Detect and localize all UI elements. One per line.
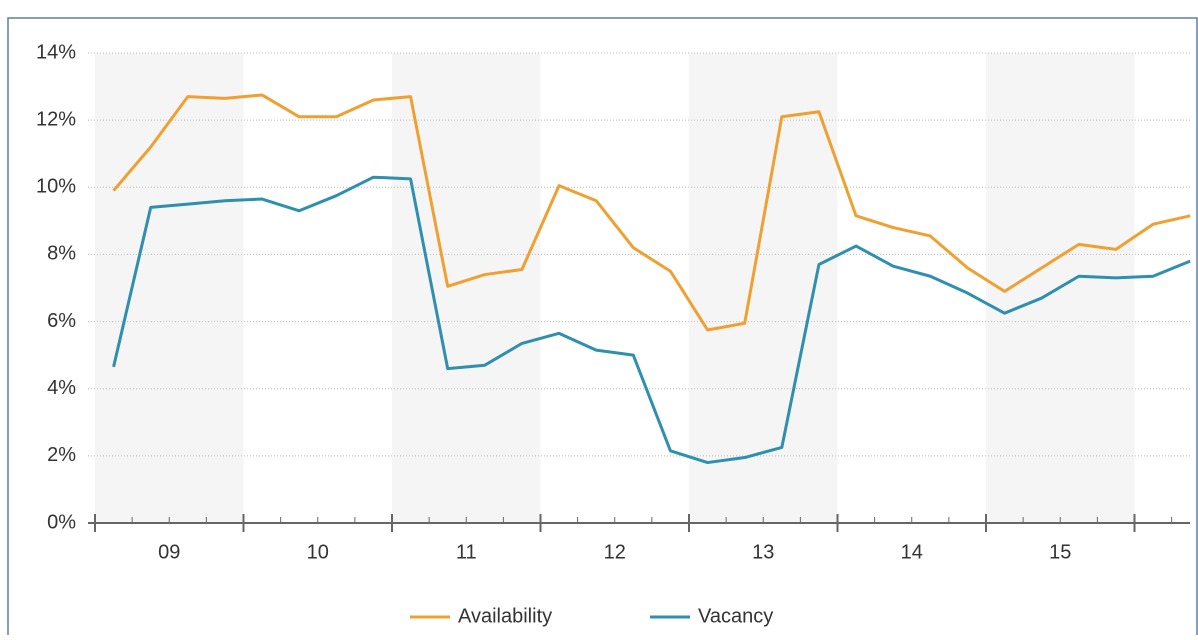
y-tick-label: 4% — [47, 377, 76, 399]
legend-label: Availability — [458, 605, 552, 627]
y-tick-label: 2% — [47, 444, 76, 466]
x-tick-label: 13 — [752, 541, 774, 563]
y-tick-label: 0% — [47, 511, 76, 533]
x-tick-label: 14 — [901, 541, 923, 563]
x-tick-label: 11 — [456, 541, 477, 563]
x-tick-label: 15 — [1049, 541, 1071, 563]
y-tick-label: 10% — [36, 176, 76, 198]
legend-label: Vacancy — [698, 605, 773, 627]
line — [112, 175, 1191, 465]
band — [392, 53, 541, 523]
band — [95, 53, 244, 523]
x-tick-label: 12 — [604, 541, 626, 563]
y-tick-label: 8% — [47, 243, 76, 265]
x-tick-label: 10 — [307, 541, 329, 563]
line — [112, 93, 1191, 332]
x-tick-label: 09 — [158, 541, 180, 563]
y-tick-label: 12% — [36, 108, 76, 130]
y-tick-label: 14% — [36, 41, 76, 63]
y-tick-label: 6% — [47, 310, 76, 332]
